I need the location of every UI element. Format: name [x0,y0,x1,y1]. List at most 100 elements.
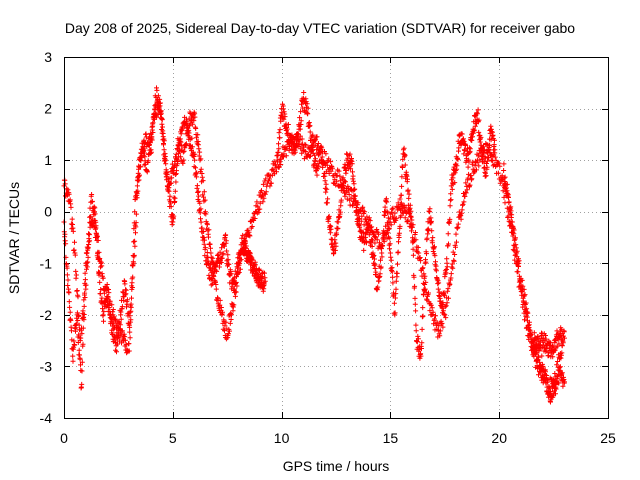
data-point-track-b [235,268,240,274]
data-point-track-b [74,310,80,316]
data-point-track-b [219,255,225,261]
data-point-track-e [543,369,548,375]
chart-title: Day 208 of 2025, Sidereal Day-to-day VTE… [65,20,575,36]
data-point-track-b [106,298,112,304]
data-point-track-a [79,331,85,337]
data-point-track-b [144,169,150,175]
data-point-track-d [455,221,461,227]
data-point-track-b [177,148,183,154]
data-point-track-d [302,142,308,147]
data-point-track-e [525,310,531,316]
data-point-track-b [226,261,232,267]
data-point-track-d [323,151,329,157]
data-point-track-a [154,87,160,93]
data-point-track-e [524,306,530,312]
data-point-track-d [446,295,451,301]
data-point-track-b [202,237,207,243]
data-point-track-b [195,188,201,194]
data-point-track-b [185,122,191,128]
data-point-track-c [379,254,385,260]
y-tick-label: -2 [40,307,53,323]
data-point-track-b [218,260,224,265]
data-point-track-c [433,259,438,265]
data-point-track-c [351,181,357,187]
data-point-track-c [297,115,303,121]
data-point-track-a [65,187,71,193]
data-point-track-a [128,317,134,323]
data-point-track-b [129,285,135,290]
data-point-track-b [82,270,88,276]
data-point-track-c [428,219,433,225]
data-point-track-b [65,283,71,288]
y-tick-label: -4 [40,410,53,426]
plot-frame [64,57,609,419]
data-point-track-b [161,147,167,153]
data-point-track-b [171,213,177,219]
data-point-track-b [117,326,123,332]
data-point-track-b [161,142,166,148]
data-point-track-d [343,179,348,185]
data-point-track-c [328,226,334,232]
data-point-track-b [75,340,81,345]
data-point-track-c [429,240,435,246]
data-point-track-a [192,114,198,120]
data-point-track-b [72,342,78,348]
data-point-track-d [310,132,316,138]
data-point-track-f [556,341,562,347]
data-point-track-f [541,342,547,348]
data-point-track-a [110,307,116,312]
data-point-track-c [388,257,394,263]
data-point-track-d [252,216,258,221]
data-point-track-d [337,173,343,179]
data-point-track-f [552,347,558,353]
data-point-track-a [113,317,119,323]
data-point-track-c [492,137,497,143]
data-point-track-b [86,242,92,247]
data-point-track-d [430,309,436,315]
data-point-track-c [392,295,398,301]
data-point-track-b [67,309,73,315]
data-point-track-a [78,335,84,341]
data-point-track-c [475,107,481,113]
data-point-track-b [159,127,165,132]
data-point-track-d [276,164,282,170]
data-point-track-d [402,215,408,221]
data-point-track-d [297,133,303,139]
data-point-track-c [430,235,436,241]
data-point-track-b [163,161,169,167]
data-point-track-d [260,181,266,187]
data-point-track-f [543,333,548,338]
data-point-track-a [227,328,232,334]
data-point-track-d [341,183,347,189]
data-point-track-d [376,231,382,237]
data-point-track-c [433,268,439,274]
data-point-track-c [465,164,471,170]
data-point-track-c [277,127,283,133]
data-point-track-b [197,210,203,216]
data-point-track-d [461,199,467,205]
data-point-track-c [395,249,401,255]
data-point-track-e [553,386,559,392]
data-point-track-c [393,291,399,297]
data-point-track-d [552,371,558,376]
data-point-track-b [95,257,101,262]
data-point-track-f [562,335,567,341]
data-point-track-d [242,238,248,244]
data-point-track-b [205,260,211,266]
data-point-track-b [175,159,181,164]
data-point-track-b [196,193,202,199]
data-point-track-d [319,154,325,160]
data-point-track-a [155,93,161,99]
data-point-track-d [467,182,473,188]
data-point-track-e [508,208,514,214]
data-point-track-d [413,237,419,243]
data-point-track-c [412,301,418,307]
data-point-track-d [397,196,403,202]
data-point-track-d [477,150,483,156]
data-point-track-c [307,123,313,129]
data-point-track-b [127,309,133,315]
data-point-track-d [510,247,516,253]
data-point-track-c [481,165,487,171]
data-point-track-b [194,170,200,176]
